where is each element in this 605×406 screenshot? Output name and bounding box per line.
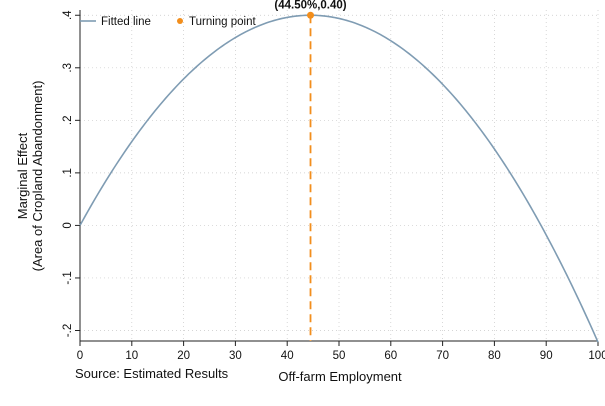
y-axis-ticks: -.2 -.1 0 .1 .2 .3 .4 (62, 10, 80, 337)
x-tick-label: 100 (588, 350, 605, 362)
x-tick-label: 10 (125, 350, 138, 362)
legend-turning-point-swatch (177, 18, 183, 24)
y-tick-label: .1 (62, 168, 74, 178)
legend: Fitted line Turning point (80, 16, 257, 28)
source-note: Source: Estimated Results (75, 366, 229, 381)
y-tick-label: -.2 (62, 324, 74, 337)
turning-point-label: (44.50%,0.40) (274, 0, 346, 11)
x-tick-label: 80 (488, 350, 501, 362)
x-axis-ticks: 0 10 20 30 40 50 60 70 80 90 100 (77, 341, 605, 362)
fitted-line-series (79, 14, 599, 343)
y-tick-label: -.1 (62, 271, 74, 284)
x-axis-title: Off-farm Employment (278, 369, 402, 384)
y-tick-label: 0 (62, 222, 74, 228)
x-tick-label: 70 (436, 350, 449, 362)
y-tick-label: .3 (62, 63, 74, 73)
y-axis-title: Marginal Effect (Area of Cropland Abando… (15, 81, 45, 272)
turning-point-marker (307, 11, 315, 19)
x-tick-label: 60 (384, 350, 397, 362)
x-tick-label: 20 (177, 350, 190, 362)
y-tick-label: .2 (62, 116, 74, 126)
x-tick-label: 90 (540, 350, 553, 362)
y-axis-title-line-2: (Area of Cropland Abandonment) (30, 81, 45, 272)
legend-turning-point-label: Turning point (189, 16, 257, 28)
x-tick-label: 50 (333, 350, 346, 362)
legend-fitted-line-label: Fitted line (101, 16, 151, 28)
x-tick-label: 0 (77, 350, 83, 362)
x-tick-label: 30 (229, 350, 242, 362)
y-tick-label: .4 (62, 10, 74, 20)
x-tick-label: 40 (281, 350, 294, 362)
grid (80, 10, 599, 341)
y-axis-title-line-1: Marginal Effect (15, 132, 30, 219)
